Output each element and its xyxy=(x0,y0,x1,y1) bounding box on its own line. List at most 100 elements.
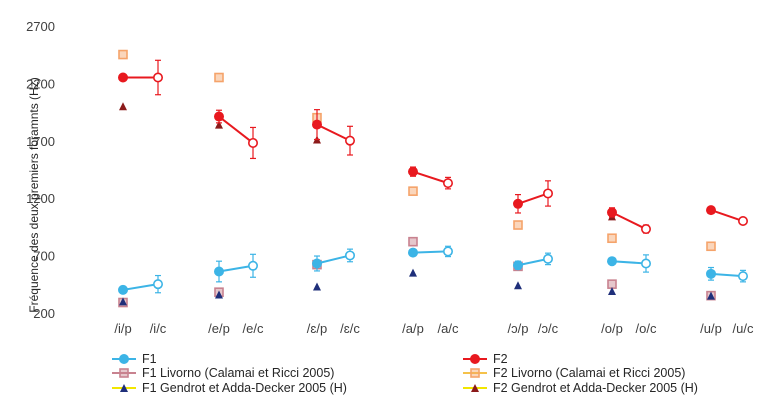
f2-point xyxy=(606,207,617,218)
axis-layer: 200 700 1200 1700 2200 2700/i/p/i/c/e/p/e/c/ɛ… xyxy=(26,19,754,336)
f1-point xyxy=(248,260,259,271)
reference-triangle-point xyxy=(119,297,127,306)
legend-marker xyxy=(470,368,480,378)
f2-point xyxy=(737,216,748,227)
legend-label: F2 Livorno (Calamai et Ricci 2005) xyxy=(493,366,685,380)
legend-item: F2 xyxy=(463,352,508,366)
legend-item: F2 Gendrot et Adda-Decker 2005 (H) xyxy=(463,381,698,395)
f2-point xyxy=(442,178,453,189)
x-tick-label: /i/c xyxy=(150,321,167,336)
f1-segment xyxy=(611,260,647,265)
legend-item: F2 Livorno (Calamai et Ricci 2005) xyxy=(463,366,685,380)
legend-label: F2 Gendrot et Adda-Decker 2005 (H) xyxy=(493,381,698,395)
legend-marker xyxy=(471,384,479,392)
reference-square-point xyxy=(408,236,418,247)
x-tick-label: /ɔ/c xyxy=(538,321,559,336)
f1-point xyxy=(153,279,164,290)
reference-triangle-point xyxy=(707,291,715,300)
legend-label: F1 Gendrot et Adda-Decker 2005 (H) xyxy=(142,381,347,395)
reference-triangle-point xyxy=(215,290,223,299)
f2-point xyxy=(705,205,716,216)
x-tick-label: /ɛ/p xyxy=(307,321,327,336)
x-tick-label: /o/p xyxy=(601,321,623,336)
f2-segment xyxy=(517,192,549,205)
f1-point xyxy=(214,266,225,277)
reference-triangle-point xyxy=(514,281,522,290)
y-tick-label: 1200 xyxy=(26,191,55,206)
f1-point xyxy=(542,253,553,264)
f1-point xyxy=(512,260,523,271)
f1-segment xyxy=(218,264,254,273)
f1-point xyxy=(705,268,716,279)
legend-marker xyxy=(119,368,129,378)
f1-point xyxy=(737,271,748,282)
legend-item: F1 Livorno (Calamai et Ricci 2005) xyxy=(112,366,334,380)
reference-square-point xyxy=(408,186,418,196)
reference-square-point xyxy=(513,220,523,230)
legend-item: F1 Gendrot et Adda-Decker 2005 (H) xyxy=(112,381,347,395)
f2-point xyxy=(542,188,553,199)
f1-segment xyxy=(517,257,549,267)
f1-point xyxy=(344,250,355,261)
f2-segment xyxy=(218,115,254,144)
f1-point xyxy=(442,246,453,257)
legend-label: F1 xyxy=(142,352,157,366)
f1-segment xyxy=(122,283,159,291)
f1-segment xyxy=(412,250,449,254)
x-tick-label: /a/c xyxy=(438,321,459,336)
f2-point xyxy=(344,135,355,146)
x-tick-label: /a/p xyxy=(402,321,424,336)
x-tick-label: /ɛ/c xyxy=(340,321,360,336)
f2-point xyxy=(153,72,164,83)
f2-point xyxy=(248,137,259,148)
y-axis-label: Fréquence des deux premiers foramnts (Hz… xyxy=(27,77,41,312)
reference-triangle-point xyxy=(608,287,616,296)
legend-item: F1 xyxy=(112,352,157,366)
x-tick-label: /e/p xyxy=(208,321,230,336)
f1-point xyxy=(606,256,617,267)
series-layer xyxy=(118,49,748,308)
y-tick-label: 1700 xyxy=(26,134,55,149)
f1-segment xyxy=(316,254,351,265)
y-tick-label: 2200 xyxy=(26,76,55,91)
legend-marker xyxy=(119,353,130,364)
reference-square-point xyxy=(214,72,224,83)
f2-point xyxy=(407,166,418,177)
f1-point xyxy=(407,247,418,258)
x-tick-label: /ɔ/p xyxy=(508,321,529,336)
f2-point xyxy=(512,198,523,209)
f2-segment xyxy=(611,211,647,230)
f1-point xyxy=(118,284,129,295)
reference-triangle-point xyxy=(119,102,127,111)
reference-square-point xyxy=(706,241,716,252)
f2-segment xyxy=(710,209,744,222)
y-tick-label: 700 xyxy=(33,249,55,264)
legend-label: F2 xyxy=(493,352,508,366)
f2-segment xyxy=(316,123,351,142)
x-tick-label: /u/p xyxy=(700,321,722,336)
legend: F1 F2 F1 Livorno (Calamai et Ricci 2005) F2… xyxy=(112,352,698,395)
f2-point xyxy=(311,119,322,130)
legend-label: F1 Livorno (Calamai et Ricci 2005) xyxy=(142,366,334,380)
f2-point xyxy=(118,72,129,83)
f2-segment xyxy=(412,170,449,185)
reference-triangle-point xyxy=(313,282,321,291)
x-tick-label: /o/c xyxy=(636,321,657,336)
legend-marker xyxy=(120,384,128,392)
f1-segment xyxy=(710,272,744,278)
f1-point xyxy=(640,258,651,269)
f1-point xyxy=(311,258,322,269)
x-tick-label: /i/p xyxy=(114,321,131,336)
f2-point xyxy=(214,111,225,122)
f2-point xyxy=(640,224,651,235)
legend-marker xyxy=(469,353,480,364)
reference-square-point xyxy=(607,233,617,244)
x-tick-label: /u/c xyxy=(733,321,754,336)
reference-triangle-point xyxy=(215,120,223,129)
reference-triangle-point xyxy=(409,268,417,277)
y-tick-label: 2700 xyxy=(26,19,55,34)
reference-square-point xyxy=(118,49,128,60)
reference-square-point xyxy=(607,279,617,289)
y-tick-label: 200 xyxy=(33,306,55,321)
